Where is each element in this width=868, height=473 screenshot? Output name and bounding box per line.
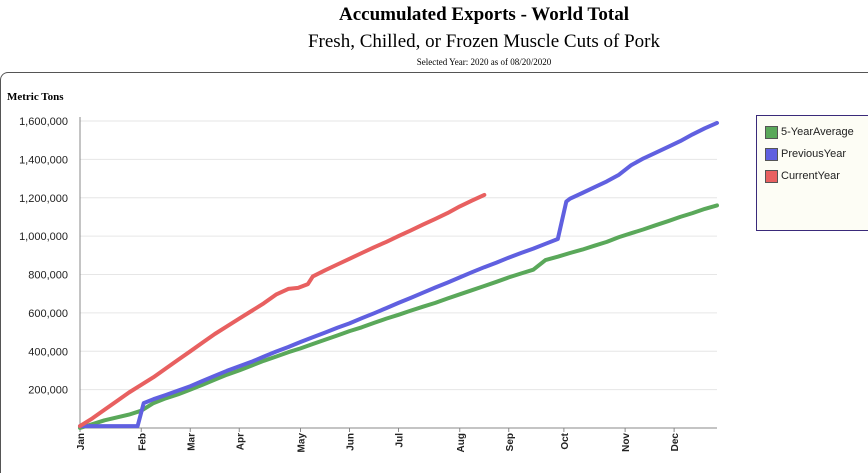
x-tick-label: Mar bbox=[186, 433, 197, 451]
x-tick-label: Jul bbox=[395, 433, 406, 448]
legend: 5-YearAverage PreviousYear CurrentYear bbox=[756, 115, 868, 231]
legend-swatch-current-year bbox=[765, 169, 778, 183]
selected-year-note: Selected Year: 2020 as of 08/20/2020 bbox=[416, 57, 552, 67]
x-tick-label: Sep bbox=[505, 433, 516, 451]
y-axis-label: Metric Tons bbox=[7, 91, 64, 103]
x-tick-labels: Jan Feb Mar Apr May Jun Jul Aug Sep Oct Nov Dec bbox=[76, 432, 681, 452]
legend-swatch-previous-year bbox=[765, 147, 778, 161]
legend-item-5-year-average: 5-YearAverage bbox=[765, 125, 854, 139]
legend-label-current-year: CurrentYear bbox=[781, 170, 840, 182]
series-line-currentyear bbox=[78, 192, 487, 429]
chart-subtitle: Fresh, Chilled, or Frozen Muscle Cuts of… bbox=[307, 31, 660, 52]
series-line-previousyear bbox=[78, 120, 719, 429]
x-tick-label: May bbox=[297, 433, 308, 453]
x-tick-label: Oct bbox=[560, 432, 571, 449]
x-tick-label: Jun bbox=[346, 433, 357, 451]
x-tick-label: Feb bbox=[137, 433, 148, 451]
x-tick-label: Nov bbox=[621, 433, 632, 452]
axes bbox=[79, 117, 717, 432]
series-lines bbox=[78, 120, 719, 430]
line-chart: 200,000 400,000 600,000 800,000 1,000,000 1,2… bbox=[7, 91, 719, 452]
x-tick-label: Dec bbox=[670, 433, 681, 452]
x-tick-label: Jan bbox=[76, 433, 87, 450]
legend-item-current-year: CurrentYear bbox=[765, 169, 840, 183]
x-tick-label: Apr bbox=[235, 433, 246, 450]
legend-label-5-year-average: 5-YearAverage bbox=[781, 126, 854, 138]
y-tick-label: 200,000 bbox=[28, 385, 68, 397]
y-tick-label: 1,200,000 bbox=[19, 193, 68, 205]
legend-swatch-5-year-average bbox=[765, 125, 778, 139]
gridlines bbox=[80, 120, 717, 391]
y-tick-label: 600,000 bbox=[28, 308, 68, 320]
chart-panel bbox=[0, 72, 868, 473]
y-tick-label: 1,400,000 bbox=[19, 154, 68, 166]
y-tick-label: 1,000,000 bbox=[19, 231, 68, 243]
y-tick-labels: 200,000 400,000 600,000 800,000 1,000,000 1,2… bbox=[19, 116, 68, 397]
y-tick-label: 400,000 bbox=[28, 346, 68, 358]
x-tick-label: Aug bbox=[456, 433, 467, 452]
legend-label-previous-year: PreviousYear bbox=[781, 148, 847, 160]
y-tick-label: 800,000 bbox=[28, 270, 68, 282]
y-tick-label: 1,600,000 bbox=[19, 116, 68, 128]
chart-title: Accumulated Exports - World Total bbox=[339, 4, 629, 25]
legend-item-previous-year: PreviousYear bbox=[765, 147, 846, 161]
series-line-5-yearaverage bbox=[78, 203, 719, 430]
